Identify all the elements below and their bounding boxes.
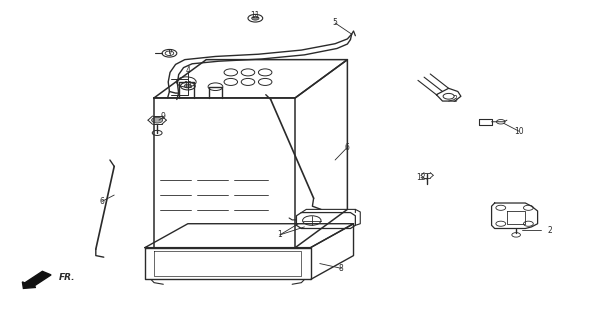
Text: 7: 7 (167, 49, 172, 58)
Text: 11: 11 (183, 81, 192, 90)
Text: 10: 10 (514, 127, 524, 136)
Text: 8: 8 (339, 264, 344, 273)
Text: 1: 1 (277, 230, 282, 239)
Circle shape (252, 16, 259, 20)
Text: 6: 6 (100, 197, 105, 206)
Text: 11: 11 (250, 11, 260, 20)
Text: 3: 3 (452, 95, 457, 104)
Text: 9: 9 (161, 113, 165, 122)
Text: 2: 2 (547, 226, 552, 235)
Text: 4: 4 (185, 66, 190, 75)
Text: 5: 5 (333, 19, 338, 28)
Text: FR.: FR. (59, 273, 76, 282)
Text: 6: 6 (345, 143, 350, 152)
FancyArrow shape (22, 271, 51, 288)
Circle shape (152, 117, 163, 123)
Text: 12: 12 (416, 173, 426, 182)
Circle shape (184, 84, 191, 88)
